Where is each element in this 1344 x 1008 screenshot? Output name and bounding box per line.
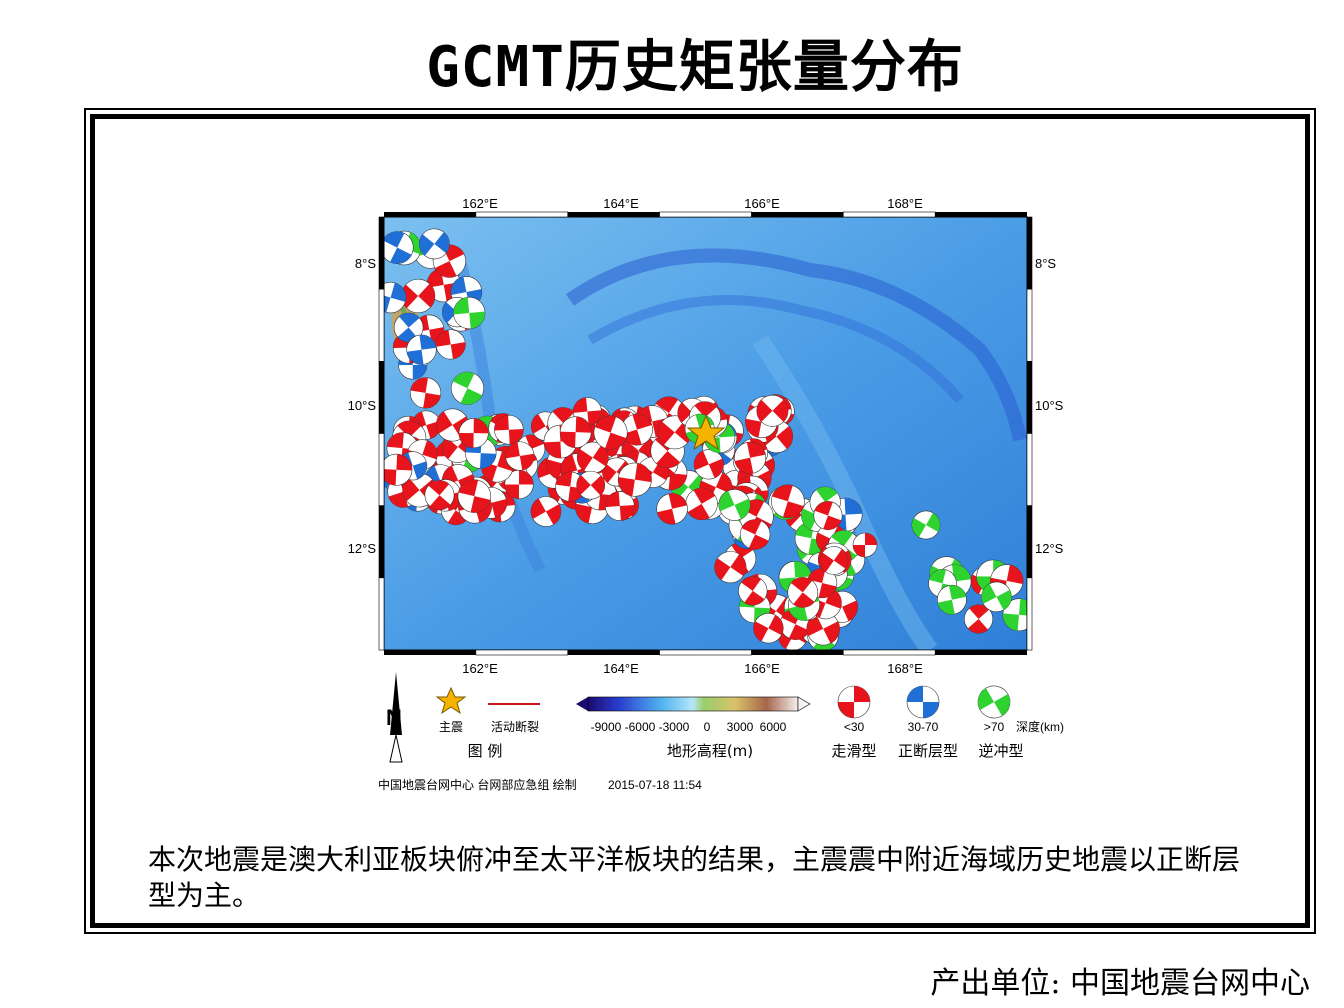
lon-tick-164-bottom: 164°E — [603, 661, 639, 676]
lat-tick-10-left: 10°S — [348, 398, 377, 413]
left-lat-ticks: 8°S 10°S 12°S — [348, 256, 377, 556]
description-text: 本次地震是澳大利亚板块俯冲至太平洋板块的结果，主震震中附近海域历史地震以正断层型… — [148, 843, 1241, 912]
map-datetime: 2015-07-18 11:54 — [608, 778, 702, 792]
colorbar-title: 地形高程(m) — [667, 742, 753, 760]
north-arrow-icon: N — [386, 672, 403, 763]
producer-credit: 产出单位: 中国地震台网中心 — [930, 966, 1310, 1001]
inner-frame — [90, 114, 1310, 928]
map-area — [378, 211, 1033, 656]
lon-tick-166-top: 166°E — [744, 196, 780, 211]
mech-strike-slip: 走滑型 — [831, 742, 876, 760]
map-credit: 中国地震台网中心 台网部应急组 绘制 — [378, 777, 577, 792]
cb-tick-0: -9000 — [591, 720, 622, 734]
cb-tick-2: -3000 — [659, 720, 690, 734]
depth-class-deep: >70 — [984, 720, 1005, 734]
mech-normal: 正断层型 — [898, 742, 958, 760]
lon-tick-162-bottom: 162°E — [462, 661, 498, 676]
lat-tick-10-right: 10°S — [1035, 398, 1064, 413]
outer-frame — [84, 108, 1316, 934]
legend-mechanisms — [837, 685, 1011, 719]
page-title: GCMT历史矩张量分布 — [426, 35, 964, 100]
depth-unit: 深度(km) — [1016, 719, 1064, 734]
lon-tick-166-bottom: 166°E — [744, 661, 780, 676]
moment-tensor-beachballs — [384, 228, 1027, 650]
mechanism-labels: 走滑型 正断层型 逆冲型 — [831, 742, 1023, 760]
mech-thrust: 逆冲型 — [978, 742, 1023, 760]
top-lon-ticks: 162°E 164°E 166°E 168°E — [462, 196, 923, 211]
depth-class-mid: 30-70 — [908, 720, 939, 734]
cb-tick-3: 0 — [704, 720, 711, 734]
lat-tick-12-left: 12°S — [348, 541, 377, 556]
lon-tick-164-top: 164°E — [603, 196, 639, 211]
cb-tick-4: 3000 — [727, 720, 754, 734]
cb-tick-1: -6000 — [625, 720, 656, 734]
right-lat-ticks: 8°S 10°S 12°S — [1035, 256, 1064, 556]
legend-mainshock-label: 主震 — [439, 720, 463, 734]
lat-tick-8-left: 8°S — [355, 256, 376, 271]
north-label: N — [386, 705, 402, 730]
mainshock-star — [686, 414, 726, 451]
cb-tick-5: 6000 — [760, 720, 787, 734]
map-figure: 162°E 164°E 166°E 168°E 162°E 164°E 166°… — [348, 196, 1064, 792]
lat-tick-12-right: 12°S — [1035, 541, 1064, 556]
legend-star-icon — [435, 686, 467, 715]
depth-classes: <30 30-70 >70 深度(km) — [844, 719, 1064, 734]
depth-class-shallow: <30 — [844, 720, 865, 734]
topography-colorbar — [576, 696, 811, 712]
bottom-lon-ticks: 162°E 164°E 166°E 168°E — [462, 661, 923, 676]
colorbar-ticks: -9000 -6000 -3000 0 3000 6000 — [591, 720, 787, 734]
lon-tick-168-bottom: 168°E — [887, 661, 923, 676]
legend-fault-label: 活动断裂 — [491, 719, 539, 734]
lat-tick-8-right: 8°S — [1035, 256, 1056, 271]
lon-tick-168-top: 168°E — [887, 196, 923, 211]
lon-tick-162-top: 162°E — [462, 196, 498, 211]
legend-title: 图 例 — [468, 742, 503, 760]
legend: N 主震 活动断裂 图 例 -9000 -6000 -3000 0 3000 6… — [378, 672, 1064, 792]
map-frame — [378, 211, 1033, 656]
